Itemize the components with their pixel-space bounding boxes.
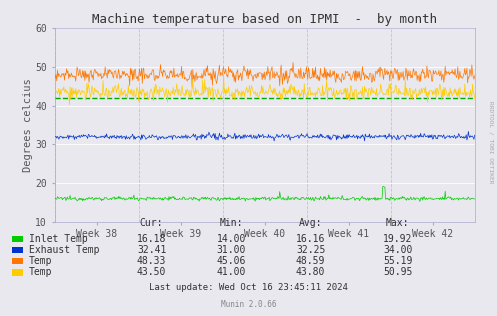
Text: 41.00: 41.00: [216, 267, 246, 277]
Text: Last update: Wed Oct 16 23:45:11 2024: Last update: Wed Oct 16 23:45:11 2024: [149, 283, 348, 292]
Text: 16.16: 16.16: [296, 234, 326, 244]
Text: 48.59: 48.59: [296, 256, 326, 266]
Text: 32.25: 32.25: [296, 245, 326, 255]
Text: 55.19: 55.19: [383, 256, 413, 266]
Text: Munin 2.0.66: Munin 2.0.66: [221, 300, 276, 308]
Text: 32.41: 32.41: [137, 245, 166, 255]
Text: Exhaust Temp: Exhaust Temp: [29, 245, 99, 255]
Text: 50.95: 50.95: [383, 267, 413, 277]
Text: Avg:: Avg:: [299, 218, 323, 228]
Text: 19.92: 19.92: [383, 234, 413, 244]
Text: 48.33: 48.33: [137, 256, 166, 266]
Text: 34.00: 34.00: [383, 245, 413, 255]
Text: 43.80: 43.80: [296, 267, 326, 277]
Title: Machine temperature based on IPMI  -  by month: Machine temperature based on IPMI - by m…: [92, 13, 437, 26]
Text: Temp: Temp: [29, 256, 52, 266]
Text: 45.06: 45.06: [216, 256, 246, 266]
Text: 31.00: 31.00: [216, 245, 246, 255]
Y-axis label: Degrees celcius: Degrees celcius: [22, 78, 32, 172]
Text: Min:: Min:: [219, 218, 243, 228]
Text: RRDTOOL / TOBI OETIKER: RRDTOOL / TOBI OETIKER: [489, 101, 494, 184]
Text: 16.18: 16.18: [137, 234, 166, 244]
Text: Temp: Temp: [29, 267, 52, 277]
Text: 43.50: 43.50: [137, 267, 166, 277]
Text: Cur:: Cur:: [140, 218, 164, 228]
Text: 14.00: 14.00: [216, 234, 246, 244]
Text: Inlet Temp: Inlet Temp: [29, 234, 87, 244]
Text: Max:: Max:: [386, 218, 410, 228]
